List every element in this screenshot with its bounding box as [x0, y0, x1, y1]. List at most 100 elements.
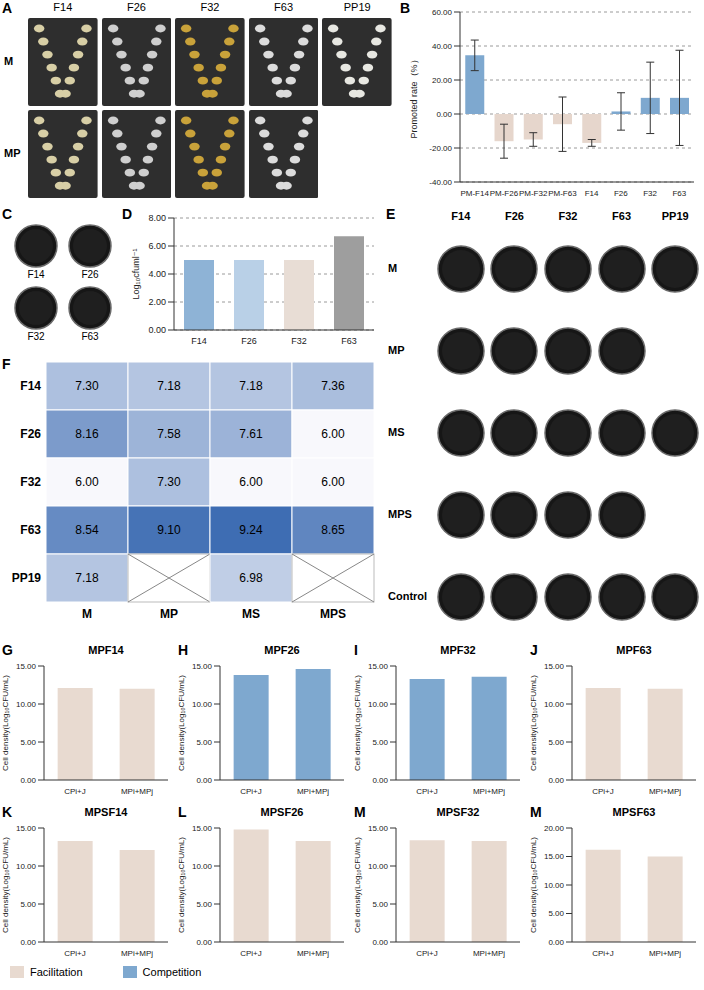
svg-text:0.00: 0.00 — [20, 938, 36, 947]
svg-text:5.00: 5.00 — [196, 900, 212, 909]
svg-text:CPi+J: CPi+J — [592, 949, 614, 958]
svg-text:MPS: MPS — [320, 607, 346, 621]
svg-text:9.24: 9.24 — [239, 523, 263, 537]
svg-text:7.18: 7.18 — [75, 571, 99, 585]
svg-text:CPi+J: CPi+J — [416, 787, 438, 796]
svg-text:0.00: 0.00 — [372, 776, 388, 785]
svg-text:0.00: 0.00 — [196, 938, 212, 947]
svg-text:7.30: 7.30 — [157, 475, 181, 489]
svg-text:F63: F63 — [341, 336, 357, 346]
svg-text:Cell density(Log₁₀CFU/mL): Cell density(Log₁₀CFU/mL) — [1, 837, 10, 933]
svg-text:10.00: 10.00 — [368, 862, 389, 871]
svg-text:Cell density(Log₁₀CFU/mL): Cell density(Log₁₀CFU/mL) — [1, 675, 10, 771]
svg-text:F14: F14 — [191, 336, 207, 346]
svg-text:Cell density(Log₁₀CFU/mL): Cell density(Log₁₀CFU/mL) — [529, 837, 538, 933]
svg-text:Cell density(Log₁₀CFU/mL): Cell density(Log₁₀CFU/mL) — [177, 837, 186, 933]
svg-text:20.00: 20.00 — [432, 76, 453, 85]
svg-text:15.00: 15.00 — [16, 824, 37, 833]
svg-text:F14: F14 — [585, 189, 599, 198]
svg-text:5.00: 5.00 — [20, 900, 36, 909]
svg-text:40.00: 40.00 — [432, 42, 453, 51]
svg-text:PM-F63: PM-F63 — [548, 189, 577, 198]
svg-text:60.00: 60.00 — [432, 8, 453, 17]
svg-text:8.16: 8.16 — [75, 427, 99, 441]
svg-text:0.00: 0.00 — [436, 110, 452, 119]
svg-text:Cell density(Log₁₀CFU/mL): Cell density(Log₁₀CFU/mL) — [529, 675, 538, 771]
svg-text:7.36: 7.36 — [321, 379, 345, 393]
svg-text:10.00: 10.00 — [16, 700, 37, 709]
svg-text:15.00: 15.00 — [192, 824, 213, 833]
svg-text:MPi+MPj: MPi+MPj — [649, 787, 681, 796]
svg-text:MPi+MPj: MPi+MPj — [297, 787, 329, 796]
svg-text:MS: MS — [242, 607, 260, 621]
svg-text:7.18: 7.18 — [239, 379, 263, 393]
svg-text:10.00: 10.00 — [16, 862, 37, 871]
svg-text:5.00: 5.00 — [372, 738, 388, 747]
svg-text:6.00: 6.00 — [239, 475, 263, 489]
svg-text:15.00: 15.00 — [544, 662, 565, 671]
svg-text:CPi+J: CPi+J — [592, 787, 614, 796]
svg-text:F32: F32 — [643, 189, 657, 198]
svg-text:9.10: 9.10 — [157, 523, 181, 537]
svg-text:F63: F63 — [20, 523, 41, 537]
svg-text:F32: F32 — [20, 475, 41, 489]
svg-text:7.30: 7.30 — [75, 379, 99, 393]
svg-text:F14: F14 — [20, 379, 41, 393]
svg-text:Promoted rate（%）: Promoted rate（%） — [409, 55, 419, 138]
svg-text:-20.00: -20.00 — [429, 144, 452, 153]
svg-text:5.00: 5.00 — [372, 900, 388, 909]
svg-text:-40.00: -40.00 — [429, 178, 452, 187]
svg-text:20.00: 20.00 — [544, 824, 565, 833]
svg-text:F26: F26 — [614, 189, 628, 198]
svg-text:CPi+J: CPi+J — [64, 949, 86, 958]
svg-text:MPi+MPj: MPi+MPj — [649, 949, 681, 958]
svg-text:Log₁₀cfuml⁻¹: Log₁₀cfuml⁻¹ — [131, 248, 141, 299]
svg-text:15.00: 15.00 — [16, 662, 37, 671]
svg-text:Cell density(Log₁₀CFU/mL): Cell density(Log₁₀CFU/mL) — [177, 675, 186, 771]
svg-text:PP19: PP19 — [12, 571, 42, 585]
svg-text:F26: F26 — [20, 427, 41, 441]
svg-text:8.00: 8.00 — [148, 213, 166, 223]
svg-text:0.00: 0.00 — [20, 776, 36, 785]
svg-text:CPi+J: CPi+J — [416, 949, 438, 958]
svg-text:0.00: 0.00 — [148, 325, 166, 335]
svg-text:7.61: 7.61 — [239, 427, 263, 441]
svg-text:MPi+MPj: MPi+MPj — [121, 949, 153, 958]
svg-text:15.00: 15.00 — [368, 662, 389, 671]
svg-text:0.00: 0.00 — [372, 938, 388, 947]
svg-text:10.00: 10.00 — [192, 700, 213, 709]
svg-text:5.00: 5.00 — [548, 738, 564, 747]
svg-text:5.00: 5.00 — [548, 909, 564, 918]
svg-text:Cell density(Log₁₀CFU/mL): Cell density(Log₁₀CFU/mL) — [353, 675, 362, 771]
svg-text:10.00: 10.00 — [368, 700, 389, 709]
svg-text:0.00: 0.00 — [548, 938, 564, 947]
svg-text:F63: F63 — [672, 189, 686, 198]
svg-text:6.98: 6.98 — [239, 571, 263, 585]
svg-text:MPi+MPj: MPi+MPj — [297, 949, 329, 958]
svg-text:F26: F26 — [241, 336, 257, 346]
svg-text:10.00: 10.00 — [544, 700, 565, 709]
svg-text:MPi+MPj: MPi+MPj — [473, 949, 505, 958]
svg-text:15.00: 15.00 — [544, 852, 565, 861]
svg-text:6.00: 6.00 — [148, 241, 166, 251]
svg-text:MPi+MPj: MPi+MPj — [121, 787, 153, 796]
svg-text:5.00: 5.00 — [196, 738, 212, 747]
svg-text:CPi+J: CPi+J — [240, 949, 262, 958]
svg-text:CPi+J: CPi+J — [240, 787, 262, 796]
svg-text:0.00: 0.00 — [548, 776, 564, 785]
svg-text:Cell density(Log₁₀CFU/mL): Cell density(Log₁₀CFU/mL) — [353, 837, 362, 933]
svg-text:6.00: 6.00 — [75, 475, 99, 489]
svg-text:10.00: 10.00 — [544, 881, 565, 890]
svg-text:6.00: 6.00 — [321, 475, 345, 489]
svg-text:2.00: 2.00 — [148, 297, 166, 307]
svg-text:PM-F26: PM-F26 — [490, 189, 519, 198]
svg-text:7.58: 7.58 — [157, 427, 181, 441]
svg-text:M: M — [82, 607, 92, 621]
svg-text:5.00: 5.00 — [20, 738, 36, 747]
svg-text:7.18: 7.18 — [157, 379, 181, 393]
svg-text:15.00: 15.00 — [192, 662, 213, 671]
svg-text:MPi+MPj: MPi+MPj — [473, 787, 505, 796]
svg-text:8.65: 8.65 — [321, 523, 345, 537]
svg-text:CPi+J: CPi+J — [64, 787, 86, 796]
svg-text:0.00: 0.00 — [196, 776, 212, 785]
